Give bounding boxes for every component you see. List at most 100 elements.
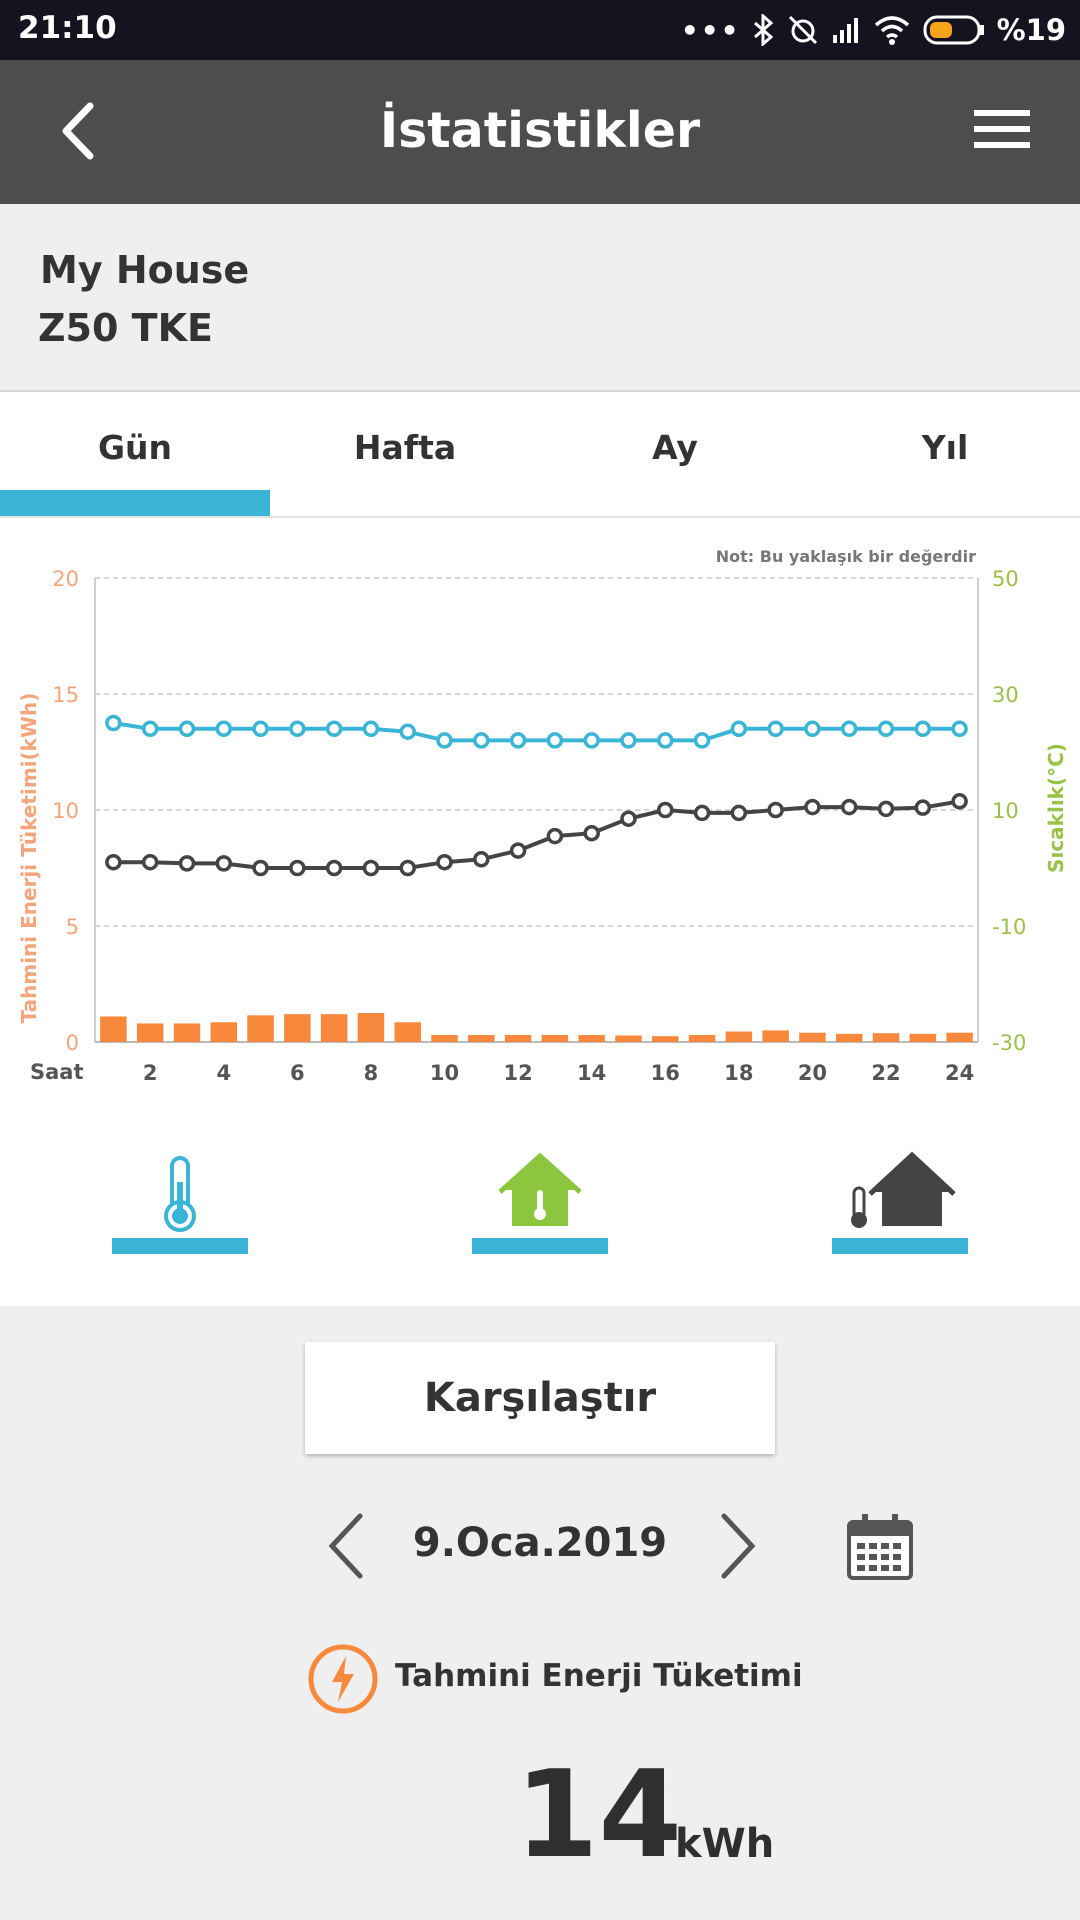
bluetooth-icon	[753, 14, 773, 46]
tab-day[interactable]: Gün	[0, 392, 270, 516]
calendar-button[interactable]	[845, 1512, 915, 1582]
energy-bar	[652, 1036, 679, 1042]
tab-label: Hafta	[353, 428, 457, 467]
chevron-right-icon	[721, 1513, 756, 1579]
energy-bar	[394, 1022, 421, 1042]
outdoor-temp-point	[105, 853, 122, 871]
energy-summary: Tahmini Enerji Tüketimi	[0, 1644, 1080, 1714]
tab-year[interactable]: Yıl	[810, 392, 1080, 516]
indoor-temp-point	[767, 720, 784, 738]
energy-bar	[320, 1014, 348, 1042]
right-axis-tick: 10	[992, 799, 1019, 823]
x-axis-tick: 4	[216, 1061, 231, 1085]
outdoor-temp-point	[252, 859, 269, 877]
app-bar: İstatistikler	[0, 60, 1080, 204]
indoor-temp-point	[730, 720, 748, 738]
indoor-temp-line	[113, 721, 960, 743]
x-axis-tick: 12	[503, 1061, 532, 1085]
tab-month[interactable]: Ay	[540, 392, 810, 516]
energy-bar	[799, 1032, 826, 1042]
legend-outdoor-temp[interactable]	[830, 1150, 970, 1270]
chart-note: Not: Bu yaklaşık bir değerdir	[716, 547, 976, 566]
energy-bar	[872, 1033, 900, 1042]
outdoor-temp-point	[951, 793, 968, 810]
indoor-temp-point	[804, 720, 821, 738]
outdoor-temp-point	[325, 859, 343, 877]
energy-bar	[688, 1035, 716, 1042]
outdoor-temp-point	[657, 801, 674, 819]
energy-bar	[946, 1032, 973, 1042]
date-navigator: 9.Oca.2019	[0, 1502, 1080, 1592]
outdoor-temp-point	[546, 827, 564, 845]
energy-label: Tahmini Enerji Tüketimi	[395, 1658, 803, 1694]
indoor-temp-point	[951, 720, 968, 738]
outdoor-temp-point	[473, 851, 490, 868]
energy-bar	[504, 1035, 532, 1042]
indoor-temp-point	[289, 720, 306, 738]
signal-icon	[832, 18, 858, 43]
compare-button[interactable]: Karşılaştır	[305, 1342, 775, 1454]
tab-label: Yıl	[921, 428, 969, 467]
legend-room-temp[interactable]	[470, 1150, 610, 1270]
device-model: Z50 TKE	[38, 306, 213, 350]
outdoor-temp-point	[583, 824, 600, 842]
house-thermometer-icon	[498, 1152, 582, 1226]
outdoor-temp-point	[840, 798, 858, 816]
indoor-temp-point	[693, 732, 711, 749]
indoor-temp-point	[877, 720, 895, 738]
energy-bar	[541, 1035, 569, 1042]
back-button[interactable]	[48, 96, 118, 166]
energy-bar	[357, 1013, 385, 1042]
indoor-temp-point	[399, 723, 416, 740]
status-icons: ••• %19	[681, 10, 1066, 50]
energy-bar	[210, 1022, 238, 1042]
energy-bar	[578, 1035, 605, 1042]
legend-room-underline	[472, 1238, 608, 1254]
outdoor-temp-point	[693, 804, 711, 822]
tab-week[interactable]: Hafta	[270, 392, 540, 516]
outdoor-temp-point	[362, 859, 380, 877]
indoor-temp-point	[840, 720, 858, 738]
device-name: My House	[40, 248, 250, 292]
legend-indoor-temp[interactable]	[110, 1150, 250, 1270]
legend-row	[0, 1150, 1080, 1306]
energy-bar	[284, 1014, 311, 1042]
indoor-temp-point	[436, 732, 453, 749]
tab-selected-indicator	[0, 490, 270, 516]
status-time: 21:10	[18, 10, 117, 46]
energy-bar	[136, 1023, 164, 1042]
x-axis-tick: 10	[430, 1061, 459, 1085]
alarm-off-icon	[788, 15, 817, 45]
x-axis-tick: 14	[577, 1061, 606, 1085]
x-axis-tick: 20	[798, 1061, 827, 1085]
indoor-temp-point	[215, 720, 233, 738]
outdoor-temp-point	[804, 798, 821, 816]
x-axis-label: Saat	[30, 1060, 84, 1084]
energy-bar	[468, 1035, 495, 1042]
legend-indoor-underline	[112, 1238, 248, 1254]
calendar-icon	[847, 1514, 913, 1580]
energy-bar	[762, 1030, 789, 1042]
outdoor-temp-point	[436, 853, 453, 871]
outdoor-temp-point	[877, 800, 895, 818]
left-axis-tick: 5	[66, 915, 79, 939]
previous-date-button[interactable]	[318, 1508, 378, 1584]
x-axis-tick: 8	[364, 1061, 379, 1085]
right-axis-tick: -10	[992, 915, 1026, 939]
outdoor-temp-point	[215, 855, 233, 872]
menu-button[interactable]	[970, 100, 1040, 160]
status-bar: 21:10 ••• %19	[0, 0, 1080, 60]
right-axis-tick: 50	[992, 567, 1019, 591]
period-tabs: Gün Hafta Ay Yıl	[0, 392, 1080, 516]
indoor-temp-point	[583, 732, 600, 749]
indoor-temp-point	[546, 732, 564, 749]
energy-bar	[835, 1033, 863, 1042]
chevron-left-icon	[328, 1513, 363, 1579]
indoor-temp-point	[473, 732, 490, 749]
next-date-button[interactable]	[706, 1508, 766, 1584]
legend-outdoor-underline	[832, 1238, 968, 1254]
energy-bar	[431, 1035, 458, 1042]
device-info: My House Z50 TKE	[0, 204, 1080, 392]
indoor-temp-point	[362, 720, 380, 738]
left-axis-tick: 0	[66, 1031, 79, 1055]
